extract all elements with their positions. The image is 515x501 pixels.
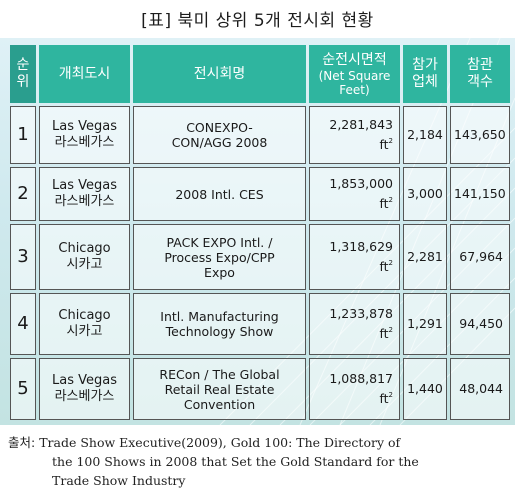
header-visitors-line: 참관: [467, 57, 493, 73]
header-visitors-line: 객수: [467, 74, 493, 90]
city-cell: Las Vegas 라스베가스: [39, 167, 130, 221]
city-name-ko: 시카고: [66, 324, 103, 339]
rank-cell: 1: [10, 106, 36, 164]
header-exhibitors: 참가 업체: [403, 45, 447, 103]
visitors-cell: 141,150: [450, 167, 510, 221]
source-text-line: Trade Show Executive(2009), Gold 100: Th…: [39, 435, 401, 450]
show-name-line: Expo: [204, 264, 235, 280]
show-name-line: RECon / The Global: [159, 366, 280, 382]
visitors-cell: 143,650: [450, 106, 510, 164]
header-rank-line: 위: [16, 74, 30, 90]
table-row: 1 Las Vegas 라스베가스 CONEXPO- CON/AGG 2008 …: [10, 106, 510, 164]
table-row: 5 Las Vegas 라스베가스 RECon / The Global Ret…: [10, 358, 510, 420]
show-name-line: Retail Real Estate: [164, 381, 275, 397]
visitors-cell: 48,044: [450, 358, 510, 420]
area-cell: 1,233,878 ft2: [309, 293, 400, 355]
area-unit-sup: 2: [388, 326, 393, 334]
rank-cell: 2: [10, 167, 36, 221]
area-cell: 1,318,629 ft2: [309, 224, 400, 290]
rank-cell: 3: [10, 224, 36, 290]
rank-cell: 5: [10, 358, 36, 420]
exhibitors-cell: 2,281: [403, 224, 447, 290]
header-rank: 순 위: [10, 45, 36, 103]
exhibition-table: 순 위 개최도시 전시회명 순전시면적 (Net Square Feet) 참가…: [7, 42, 513, 423]
header-visitors: 참관 객수: [450, 45, 510, 103]
table-title: [표] 북미 상위 5개 전시회 현황: [141, 11, 374, 31]
area-unit-sup: 2: [388, 391, 393, 399]
city-name-en: Las Vegas: [52, 178, 117, 193]
show-name-line: PACK EXPO Intl. /: [166, 234, 273, 250]
show-cell: PACK EXPO Intl. / Process Expo/CPP Expo: [133, 224, 306, 290]
header-area: 순전시면적 (Net Square Feet): [309, 45, 400, 103]
city-cell: Chicago 시카고: [39, 293, 130, 355]
source-note: 출처: Trade Show Executive(2009), Gold 100…: [8, 433, 508, 490]
show-name-line: Process Expo/CPP: [164, 249, 275, 265]
exhibitors-cell: 3,000: [403, 167, 447, 221]
exhibitors-cell: 1,291: [403, 293, 447, 355]
city-name-ko: 라스베가스: [54, 135, 115, 150]
source-text-line: the 100 Shows in 2008 that Set the Gold …: [52, 454, 419, 469]
city-name-en: Chicago: [58, 308, 111, 323]
area-value: 2,281,843 ft: [329, 117, 393, 152]
city-name-ko: 시카고: [66, 257, 103, 272]
area-cell: 2,281,843 ft2: [309, 106, 400, 164]
header-exhibitors-line: 참가: [412, 57, 438, 73]
city-name-ko: 라스베가스: [54, 389, 115, 404]
header-row: 순 위 개최도시 전시회명 순전시면적 (Net Square Feet) 참가…: [10, 45, 510, 103]
visitors-cell: 94,450: [450, 293, 510, 355]
show-cell: CONEXPO- CON/AGG 2008: [133, 106, 306, 164]
area-cell: 1,853,000 ft2: [309, 167, 400, 221]
source-label: 출처:: [8, 435, 40, 450]
city-name-ko: 라스베가스: [54, 194, 115, 209]
rank-cell: 4: [10, 293, 36, 355]
show-name-line: Technology Show: [165, 324, 274, 339]
show-name-line: CON/AGG 2008: [171, 135, 268, 150]
header-show: 전시회명: [133, 45, 306, 103]
show-cell: Intl. Manufacturing Technology Show: [133, 293, 306, 355]
source-line: 출처: Trade Show Executive(2009), Gold 100…: [8, 433, 508, 452]
header-city: 개최도시: [39, 45, 130, 103]
city-name-en: Las Vegas: [52, 119, 117, 134]
area-value: 1,318,629 ft: [329, 239, 393, 274]
area-value: 1,853,000 ft: [329, 176, 393, 211]
header-exhibitors-line: 업체: [412, 74, 438, 90]
show-cell: 2008 Intl. CES: [133, 167, 306, 221]
table-row: 4 Chicago 시카고 Intl. Manufacturing Techno…: [10, 293, 510, 355]
show-name-line: CONEXPO-: [186, 120, 253, 135]
header-area-line: (Net Square: [318, 68, 391, 83]
area-value: 1,088,817 ft: [329, 371, 393, 406]
city-name-en: Las Vegas: [52, 373, 117, 388]
header-area-line: 순전시면적: [322, 51, 387, 68]
exhibitors-cell: 2,184: [403, 106, 447, 164]
header-rank-line: 순: [16, 57, 30, 73]
area-unit-sup: 2: [388, 196, 393, 204]
city-cell: Chicago 시카고: [39, 224, 130, 290]
source-text-line: Trade Show Industry: [52, 473, 186, 488]
show-name-line: Convention: [183, 396, 256, 412]
city-cell: Las Vegas 라스베가스: [39, 106, 130, 164]
visitors-cell: 67,964: [450, 224, 510, 290]
city-name-en: Chicago: [58, 241, 111, 256]
area-unit-sup: 2: [388, 259, 393, 267]
area-unit-sup: 2: [388, 137, 393, 145]
table-panel: 순 위 개최도시 전시회명 순전시면적 (Net Square Feet) 참가…: [0, 38, 515, 425]
show-name-line: Intl. Manufacturing: [160, 309, 279, 324]
exhibitors-cell: 1,440: [403, 358, 447, 420]
area-value: 1,233,878 ft: [329, 306, 393, 341]
show-cell: RECon / The Global Retail Real Estate Co…: [133, 358, 306, 420]
area-cell: 1,088,817 ft2: [309, 358, 400, 420]
show-name-line: 2008 Intl. CES: [175, 186, 264, 202]
city-cell: Las Vegas 라스베가스: [39, 358, 130, 420]
table-row: 3 Chicago 시카고 PACK EXPO Intl. / Process …: [10, 224, 510, 290]
table-row: 2 Las Vegas 라스베가스 2008 Intl. CES 1,853,0…: [10, 167, 510, 221]
header-area-line: Feet): [339, 82, 370, 97]
